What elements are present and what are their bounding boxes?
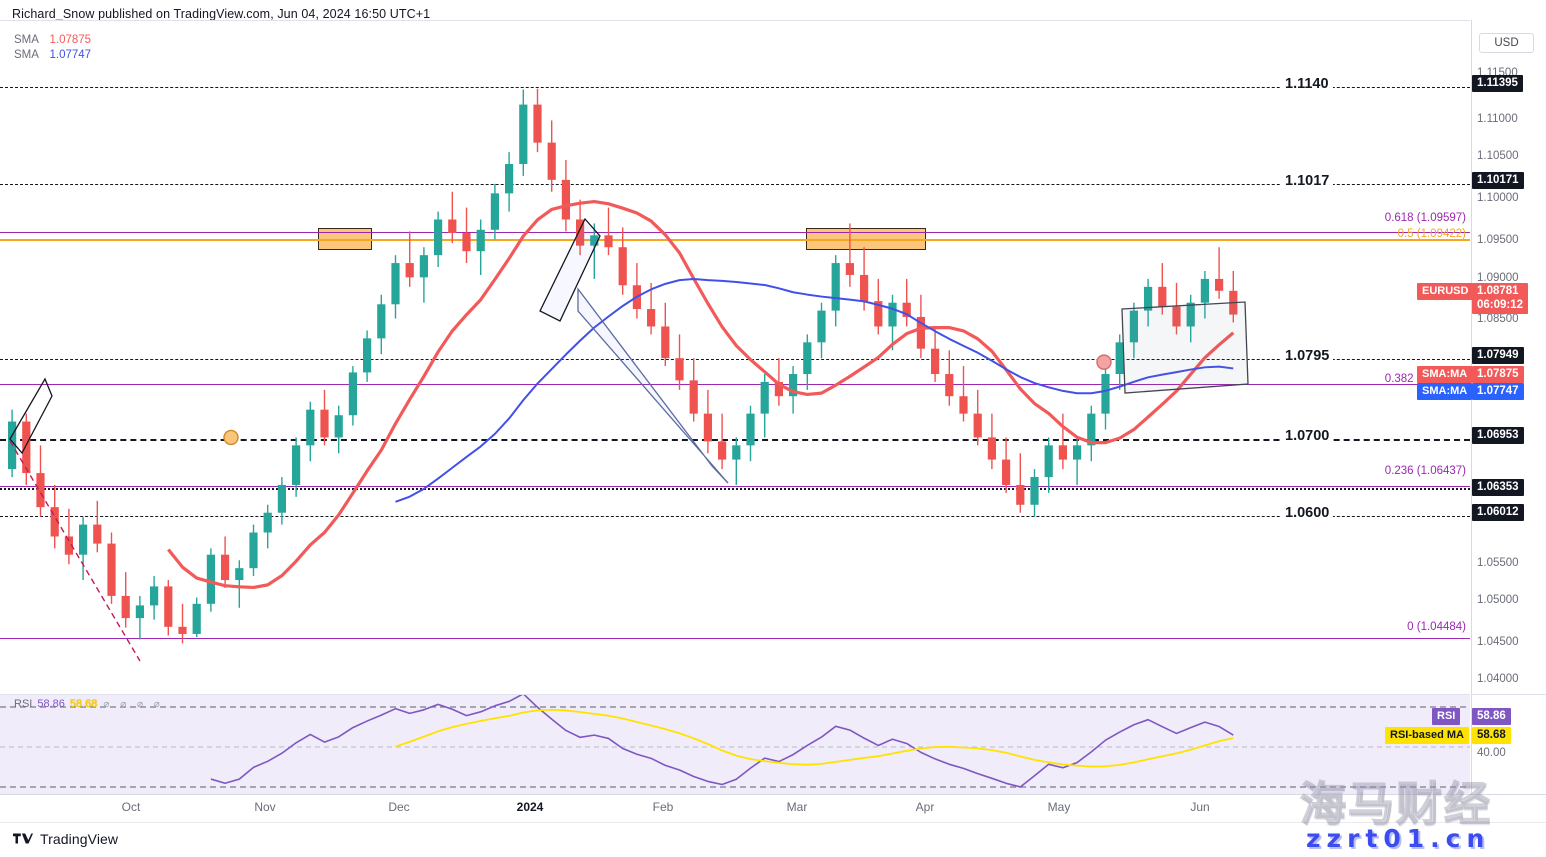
price-tick: 1.04000	[1477, 673, 1519, 685]
fib-level-label: 0.236 (1.06437)	[1384, 465, 1466, 477]
price-pane[interactable]	[0, 20, 1470, 692]
legend-label: SMA	[14, 34, 39, 46]
legend-value: 1.07747	[49, 49, 92, 61]
current-price-tag[interactable]: 1.08781 06:09:12	[1472, 283, 1529, 314]
price-tick: 1.11000	[1477, 113, 1518, 125]
sma-flag[interactable]: SMA:MA	[1417, 366, 1473, 383]
price-tick: 1.10000	[1477, 192, 1519, 204]
rsi-series-overlay	[0, 695, 1470, 788]
symbol-flag[interactable]: EURUSD	[1417, 283, 1474, 300]
time-axis[interactable]	[0, 794, 1546, 822]
footer-bar: TradingView	[0, 822, 1546, 857]
rsi-legend-ma-value: 58.68	[69, 698, 98, 710]
tradingview-wordmark: TradingView	[40, 831, 119, 847]
level-price-label: 1.0600	[1281, 505, 1334, 521]
level-price-label: 1.0795	[1281, 348, 1334, 364]
time-axis-label: May	[1047, 800, 1071, 814]
tradingview-logo[interactable]: TradingView	[13, 831, 118, 847]
rsi-flag[interactable]: RSI	[1432, 708, 1461, 725]
legend-row-sma-red[interactable]: SMA 1.07875	[14, 33, 91, 48]
rsi-legend-value: 58.86	[37, 698, 65, 710]
watermark-cn: 海马财经	[1299, 776, 1492, 832]
tradingview-mark-icon	[13, 833, 33, 844]
fib-level-label: 0.618 (1.09597)	[1384, 212, 1466, 224]
price-scale-divider	[1471, 694, 1546, 695]
fib-level-label: 0 (1.04484)	[1407, 621, 1466, 633]
time-axis-label: Jun	[1190, 800, 1210, 814]
price-tag: 1.06953	[1472, 427, 1524, 444]
currency-chip[interactable]: USD	[1479, 33, 1534, 53]
legend-value: 1.07875	[49, 34, 92, 46]
price-tick: 1.08500	[1477, 313, 1519, 325]
rsi-pane[interactable]	[0, 694, 1470, 794]
level-line-dotted[interactable]	[0, 488, 1470, 490]
price-tick: 1.09000	[1477, 272, 1519, 284]
legend-row-sma-blue[interactable]: SMA 1.07747	[14, 48, 91, 63]
indicator-legend: SMA 1.07875 SMA 1.07747	[14, 33, 91, 63]
price-tag: 1.06353	[1472, 479, 1524, 496]
sma-value-tag: 1.07747	[1472, 383, 1524, 400]
time-axis-label: Apr	[915, 800, 935, 814]
level-line[interactable]	[0, 184, 1470, 185]
level-line[interactable]	[0, 359, 1470, 360]
level-line[interactable]	[0, 516, 1470, 517]
fib-level-label: 0.5 (1.09422)	[1397, 228, 1466, 240]
rsi-legend-icons[interactable]: ⌀ ⌀ ⌀ ⌀	[103, 699, 164, 710]
fib-line[interactable]	[0, 486, 1470, 487]
price-tick: 1.04500	[1477, 636, 1519, 648]
rsi-flag[interactable]: RSI-based MA	[1385, 727, 1469, 744]
time-axis-label: Nov	[254, 800, 276, 814]
time-axis-label: Oct	[121, 800, 141, 814]
time-axis-label: Feb	[652, 800, 674, 814]
level-price-label: 1.1017	[1281, 173, 1334, 189]
time-axis-label: Mar	[786, 800, 808, 814]
price-tag: 1.11395	[1472, 75, 1523, 92]
price-tick: 1.09500	[1477, 234, 1519, 246]
price-tick: 1.10500	[1477, 150, 1519, 162]
rsi-value-tag: 58.68	[1472, 727, 1511, 744]
rsi-legend-name: RSI	[14, 698, 33, 710]
watermark-url: zzrt01.cn	[1306, 824, 1491, 853]
legend-label: SMA	[14, 49, 39, 61]
level-line[interactable]	[0, 439, 1470, 441]
sma-value-tag: 1.07875	[1472, 366, 1524, 383]
level-price-label: 1.0700	[1281, 428, 1334, 444]
current-price-value: 1.08781	[1477, 285, 1519, 297]
rsi-value-tag: 58.86	[1472, 708, 1511, 725]
price-series-overlay	[8, 88, 1249, 662]
price-tag: 1.07949	[1472, 347, 1524, 364]
fib-level-label: 0.382 (1.09248)	[1384, 373, 1466, 385]
level-price-label: 1.1140	[1281, 76, 1333, 92]
bar-countdown: 06:09:12	[1477, 299, 1524, 311]
rsi-tick: 40.00	[1477, 747, 1506, 759]
sma-flag[interactable]: SMA:MA	[1417, 383, 1473, 400]
time-axis-label: 2024	[516, 800, 544, 814]
rsi-legend[interactable]: RSI 58.86 58.68 ⌀ ⌀ ⌀ ⌀	[14, 698, 164, 710]
level-line[interactable]	[0, 87, 1470, 88]
price-scale[interactable]	[1471, 20, 1546, 794]
time-axis-label: Dec	[388, 800, 410, 814]
price-tick: 1.05500	[1477, 557, 1519, 569]
price-tag: 1.06012	[1472, 504, 1524, 521]
price-tag: 1.10171	[1472, 172, 1524, 189]
price-tick: 1.05000	[1477, 594, 1519, 606]
publish-info: Richard_Snow published on TradingView.co…	[12, 7, 431, 21]
fib-line[interactable]	[0, 638, 1470, 639]
